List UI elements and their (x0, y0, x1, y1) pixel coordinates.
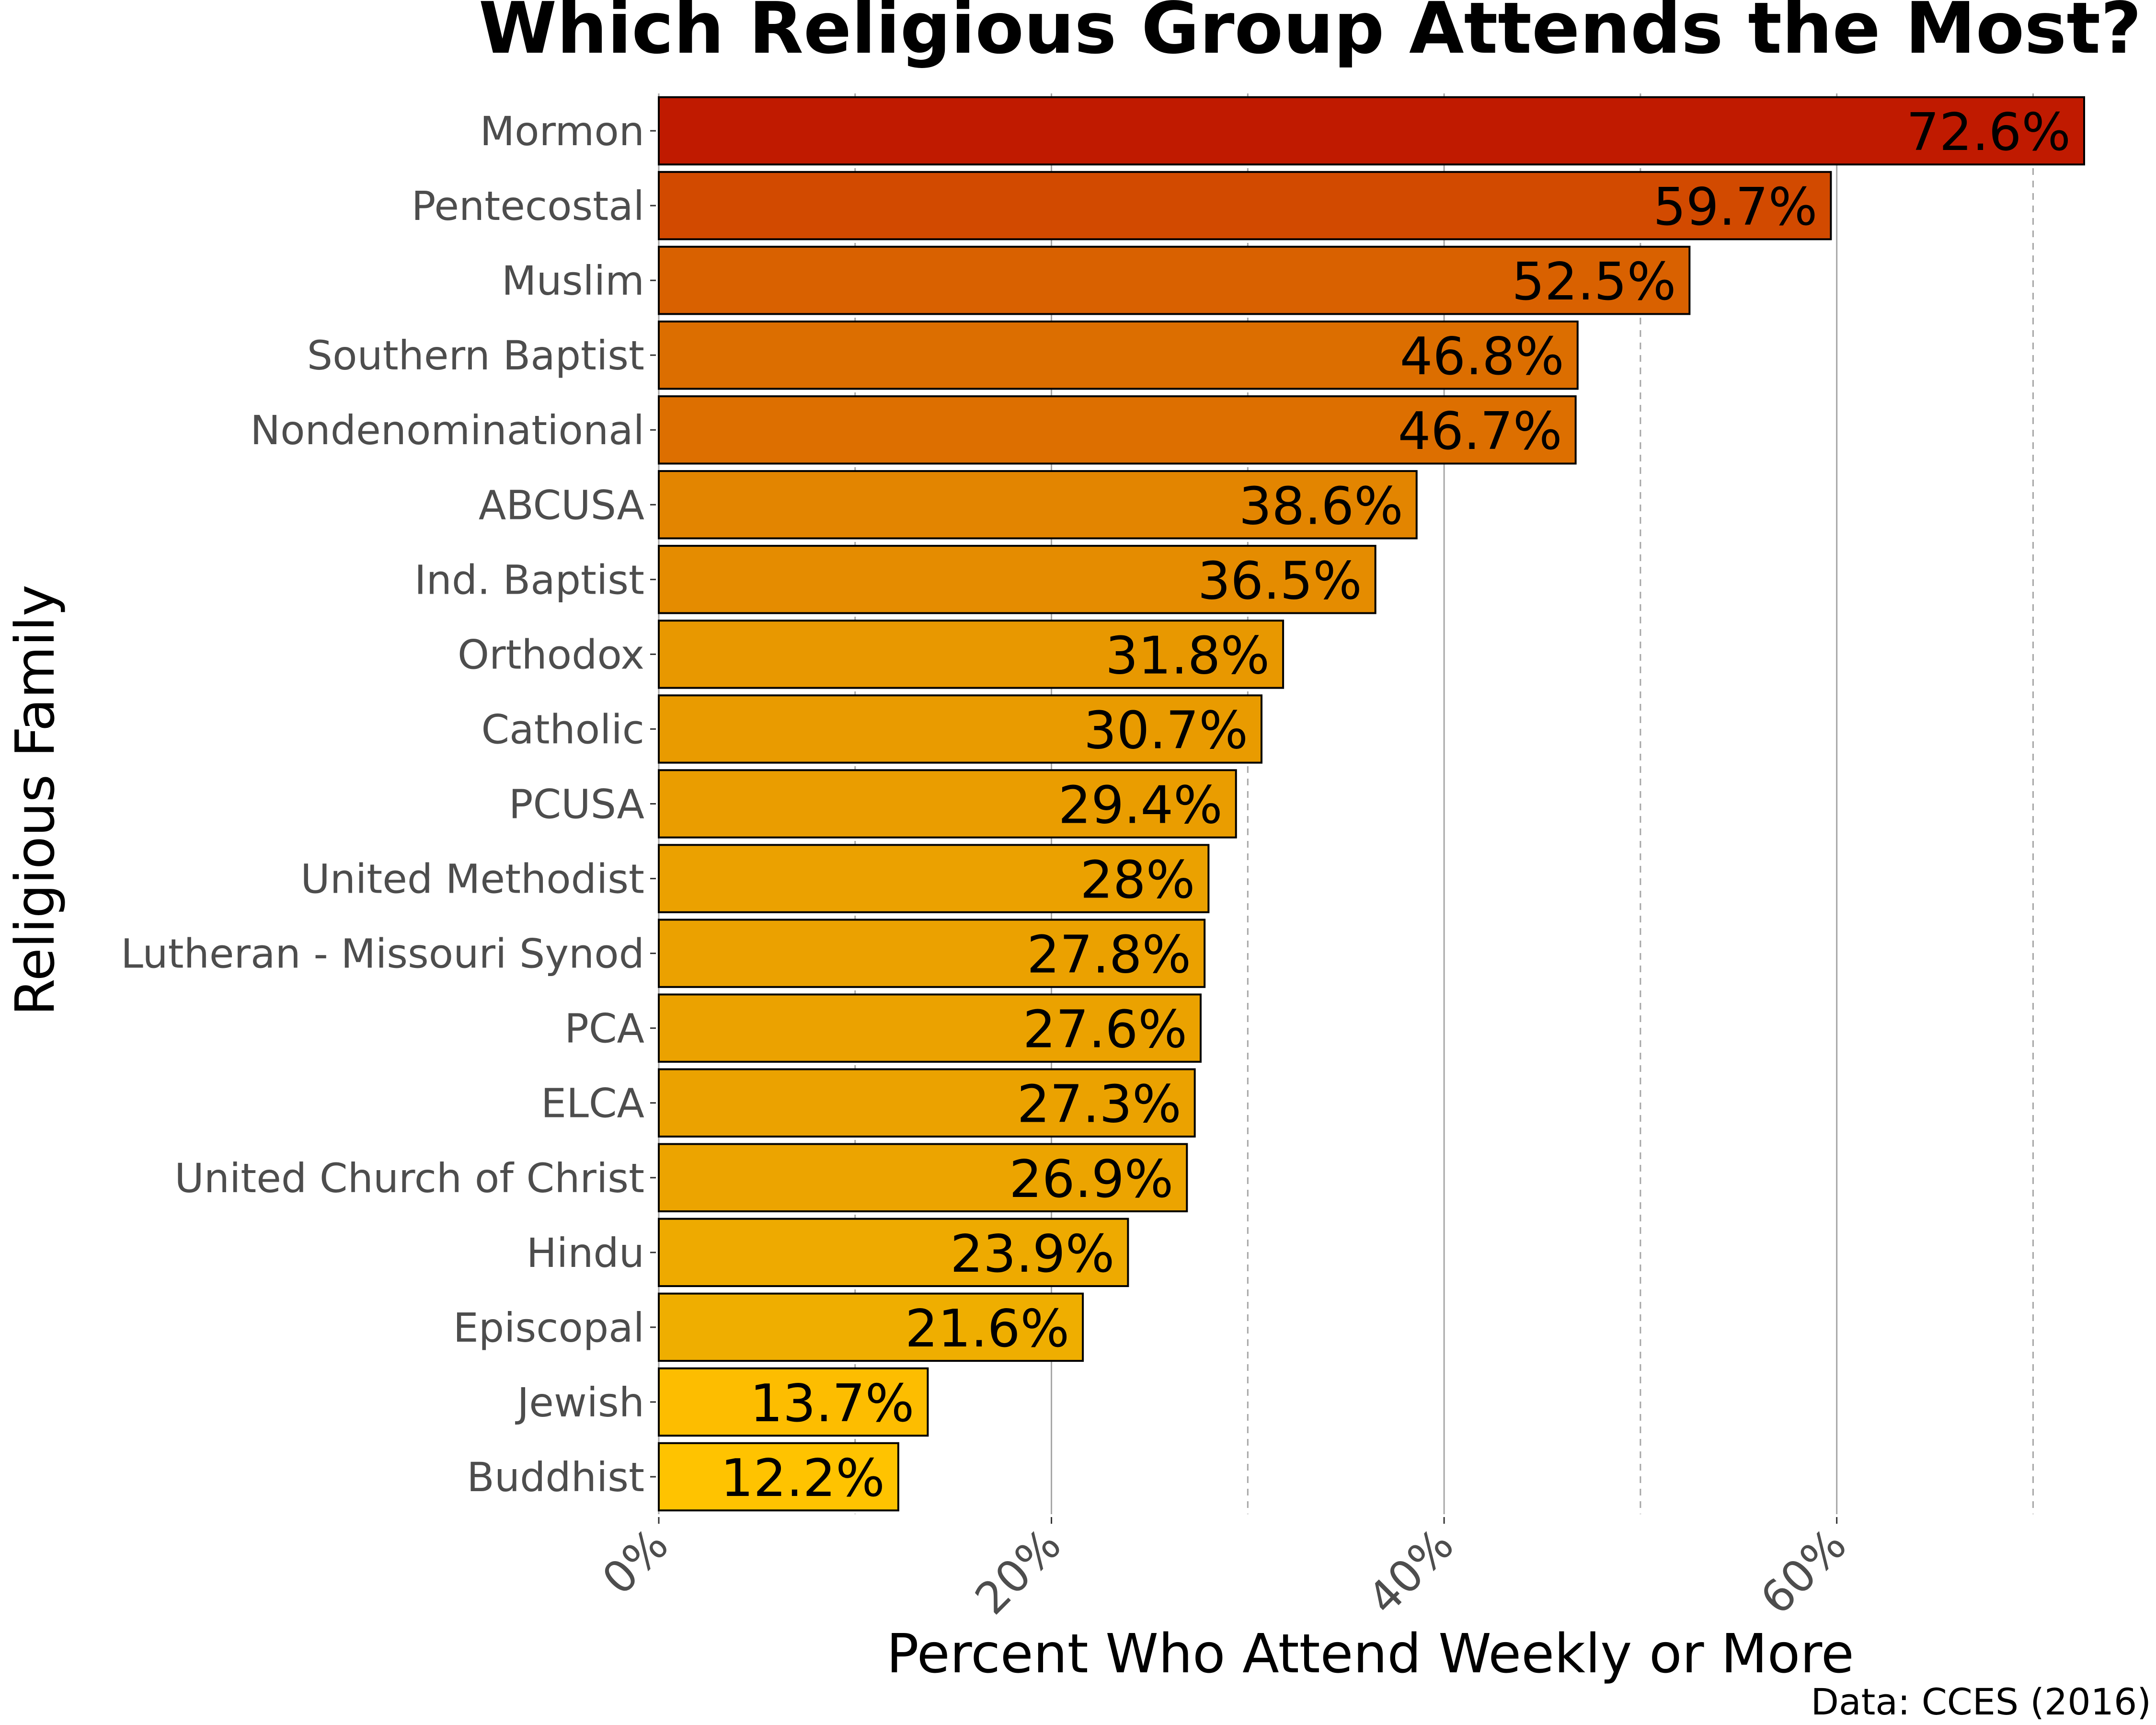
bar (658, 919, 1206, 988)
y-tick-label: United Church of Christ (174, 1155, 644, 1202)
bar-value-label: 26.9% (1009, 1150, 1173, 1209)
value-labels: 72.6% 59.7% 52.5% 46.8% 46.7% 38.6% 36.5% 31.8%… (721, 103, 2071, 1508)
y-tick-label: Lutheran - Missouri Synod (121, 931, 644, 978)
y-tick-label: ABCUSA (479, 482, 644, 529)
bar (658, 844, 1210, 913)
bar-value-label: 13.7% (750, 1374, 914, 1434)
y-tick-label: PCA (564, 1005, 644, 1052)
y-tick-label: PCUSA (509, 781, 644, 828)
bar (658, 96, 2085, 166)
bar-value-label: 36.5% (1198, 551, 1362, 611)
bar (658, 694, 1263, 764)
y-tick-label: Buddhist (467, 1454, 644, 1501)
bar (658, 1143, 1188, 1212)
y-tick-label: Hindu (527, 1230, 644, 1276)
bar-value-label: 59.7% (1653, 177, 1817, 237)
plot-area: 72.6% 59.7% 52.5% 46.8% 46.7% 38.6% 36.5% 31.8%… (658, 93, 2085, 1514)
bar-value-label: 46.8% (1400, 327, 1564, 387)
bar-value-label: 72.6% (1906, 103, 2071, 162)
y-tick-label: Catholic (481, 706, 644, 753)
bar (658, 1068, 1196, 1138)
bar (658, 769, 1237, 839)
x-axis-title: Percent Who Attend Weekly or More (886, 1623, 1854, 1685)
y-tick-label: Orthodox (458, 631, 644, 678)
bar-value-label: 38.6% (1239, 476, 1403, 536)
y-axis-title: Religious Family (4, 585, 67, 1016)
bar-value-label: 46.7% (1398, 402, 1562, 461)
data-source-caption: Data: CCES (2016) (1811, 1680, 2152, 1723)
bar (658, 545, 1376, 614)
bar (658, 395, 1577, 465)
chart-title: Which Religious Group Attends the Most? (479, 0, 2142, 69)
bar (658, 171, 1832, 241)
bar (658, 1218, 1129, 1288)
y-tick-label: ELCA (541, 1080, 644, 1127)
bar (658, 1442, 899, 1512)
y-tick-label: Episcopal (453, 1304, 644, 1351)
bar (658, 1292, 1084, 1362)
bars (658, 96, 2085, 1512)
y-tick-label: Pentecostal (412, 183, 644, 230)
bar-value-label: 27.3% (1017, 1075, 1181, 1135)
bar-value-label: 31.8% (1105, 626, 1270, 686)
bar-value-label: 27.8% (1027, 925, 1191, 985)
bar (658, 320, 1579, 390)
bar-value-label: 12.2% (721, 1449, 885, 1508)
y-tick-label: United Methodist (300, 856, 644, 903)
y-tick-label: Mormon (480, 108, 644, 155)
bar-value-label: 30.7% (1084, 701, 1248, 760)
y-tick-label: Ind. Baptist (414, 556, 644, 603)
bar-value-label: 27.6% (1023, 1000, 1187, 1060)
bar-value-label: 21.6% (905, 1299, 1069, 1359)
bar-value-label: 23.9% (950, 1224, 1114, 1284)
y-tick-label: Nondenominational (250, 407, 644, 454)
y-tick-label: Jewish (515, 1379, 645, 1426)
bar-value-label: 52.5% (1512, 252, 1676, 312)
bar (658, 245, 1691, 315)
bar-value-label: 29.4% (1058, 776, 1223, 836)
y-axis: Mormon Pentecostal Muslim Southern Baptist N… (121, 108, 656, 1501)
bar (658, 993, 1202, 1063)
bar (658, 620, 1284, 689)
y-tick-label: Muslim (502, 257, 644, 304)
y-tick-label: Southern Baptist (307, 332, 644, 379)
bar (658, 470, 1418, 540)
bar-value-label: 28% (1080, 851, 1195, 910)
bar (658, 1367, 929, 1437)
